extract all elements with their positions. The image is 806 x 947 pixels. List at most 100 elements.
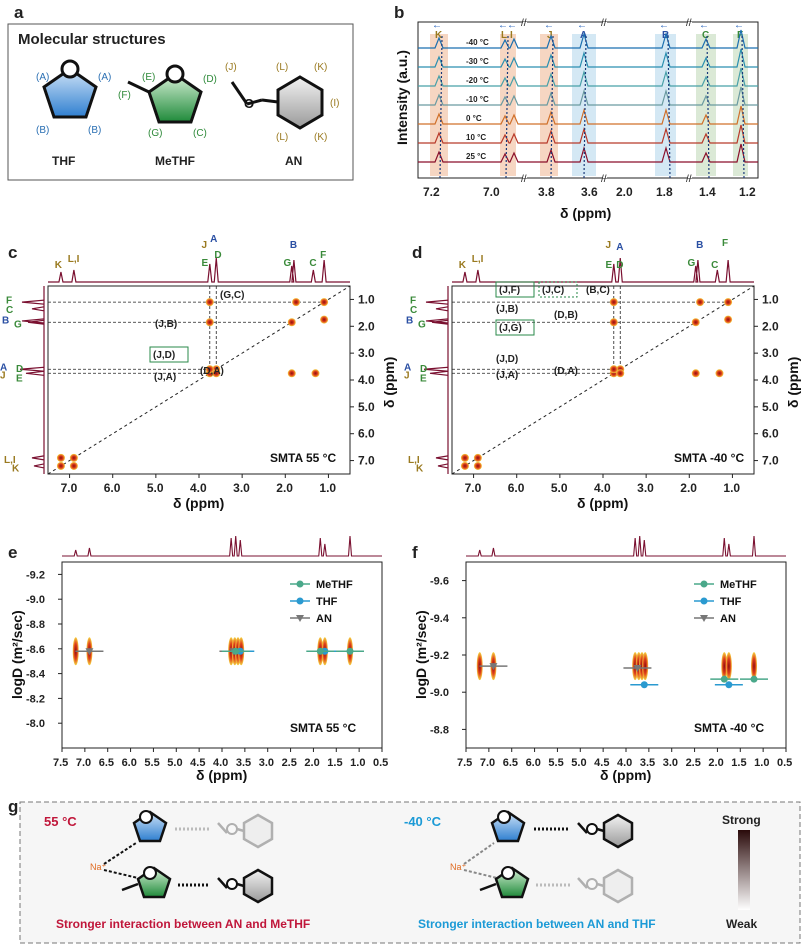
dosy-x-tick: 2.5 bbox=[686, 757, 701, 769]
cross-peak-spot bbox=[691, 318, 700, 327]
dosy-x-tick: 6.0 bbox=[526, 757, 541, 769]
dosy-x-tick: 1.0 bbox=[350, 757, 365, 769]
dosy-signal-blob bbox=[642, 652, 649, 681]
side-projection-trace bbox=[19, 286, 45, 474]
dosy-y-tick: -8.0 bbox=[26, 718, 45, 730]
top-label-LI: L,I bbox=[472, 254, 484, 265]
cross-peak-spot bbox=[715, 369, 724, 378]
cosy-x-tick: 5.0 bbox=[147, 481, 164, 495]
cosy-y-tick: 3.0 bbox=[358, 346, 375, 360]
panel-d-label: d bbox=[412, 243, 422, 262]
peak-label-K: K bbox=[435, 30, 443, 41]
cosy-y-tick: 3.0 bbox=[762, 346, 779, 360]
side-label-LI: L,I bbox=[4, 455, 16, 466]
peak-label-L: L bbox=[501, 30, 507, 41]
peak-label-I: I bbox=[510, 30, 513, 41]
thf-structure: (A) (A) (B) (B) THF bbox=[36, 59, 111, 168]
side-label-J: J bbox=[404, 371, 410, 382]
cross-peak-spot bbox=[205, 365, 214, 374]
spectrum-trace bbox=[418, 29, 758, 49]
top-projection-trace bbox=[452, 257, 754, 283]
dosy-x-tick: 0.5 bbox=[777, 757, 792, 769]
cross-peak-spot bbox=[320, 298, 329, 307]
legend-marker bbox=[700, 580, 708, 588]
dosy-55c-plot: MeTHF THF AN 7.5 7.0 6.5 6.0 5.5 5.0 4.5 4.0 3.5 3.0… bbox=[9, 535, 388, 783]
legend-marker bbox=[296, 615, 304, 622]
legend-label-methf: MeTHF bbox=[316, 579, 353, 591]
panel-b-x-tick: 7.2 bbox=[423, 185, 440, 199]
thf-site-a1: (A) bbox=[36, 72, 49, 83]
panel-e-label: e bbox=[8, 543, 17, 562]
side-label-D: D bbox=[16, 364, 23, 375]
dosy-x-tick: 3.0 bbox=[663, 757, 678, 769]
right-scheme: Na⁺ Stronger interaction between AN and … bbox=[418, 810, 656, 931]
cross-peak-spot bbox=[609, 365, 618, 374]
cosy-y-tick: 7.0 bbox=[358, 454, 375, 468]
dosy-y-tick: -8.2 bbox=[26, 693, 45, 705]
cosy-y-tick: 4.0 bbox=[762, 373, 779, 387]
legend-marker bbox=[700, 615, 708, 622]
legend-marker bbox=[296, 597, 304, 605]
dosy-x-tick: 6.5 bbox=[99, 757, 114, 769]
dosy-x-tick: 5.5 bbox=[144, 757, 159, 769]
right-an-icon bbox=[577, 813, 634, 849]
cosy-y-tick: 6.0 bbox=[358, 427, 375, 441]
methf-site-f: (F) bbox=[118, 90, 131, 101]
cross-peak-spot bbox=[460, 453, 469, 462]
left-temperature: 55 °C bbox=[44, 814, 77, 829]
dosy-y-tick: -9.2 bbox=[430, 650, 449, 662]
methf-site-d: (D) bbox=[203, 74, 217, 85]
legend-label-an: AN bbox=[316, 613, 332, 625]
shift-arrow-icon: ← bbox=[577, 20, 587, 31]
cosy-y-tick: 2.0 bbox=[762, 319, 779, 333]
top-projection-trace bbox=[48, 257, 350, 283]
cross-peak-spot bbox=[69, 453, 78, 462]
axis-break-mark: // bbox=[601, 18, 607, 29]
top-label-J: J bbox=[201, 240, 207, 251]
shift-arrow-icon: ← bbox=[544, 20, 554, 31]
side-label-D: D bbox=[420, 364, 427, 375]
cross-peak-label: (D,A) bbox=[554, 366, 578, 377]
panel-b-x-tick: 1.2 bbox=[739, 185, 756, 199]
panel-b: b Intensity (a.u.) ////////////K←L←I←J←A… bbox=[394, 3, 759, 221]
cross-peak-label: (J,A) bbox=[496, 370, 518, 381]
dosy-x-tick: 6.0 bbox=[122, 757, 137, 769]
cross-peak-spot bbox=[205, 318, 214, 327]
spectrum-trace bbox=[418, 48, 758, 68]
panel-c-label: c bbox=[8, 243, 17, 262]
methf-structure: (E) (D) (F) (G) (C) MeTHF bbox=[118, 64, 217, 168]
interaction-strength-scale bbox=[738, 830, 750, 910]
cross-peak-label: (B,C) bbox=[586, 285, 610, 296]
cosy-caption: SMTA 55 °C bbox=[270, 451, 336, 465]
an-site-k1: (K) bbox=[314, 62, 327, 73]
dosy-marker-thf bbox=[640, 681, 648, 689]
dosy-x-tick: 1.5 bbox=[327, 757, 342, 769]
dosy-x-tick: 2.5 bbox=[282, 757, 297, 769]
peak-label-J: J bbox=[547, 30, 553, 41]
top-label-B: B bbox=[696, 240, 703, 251]
axis-break-mark: // bbox=[686, 18, 692, 29]
dosy-x-tick: 5.0 bbox=[571, 757, 586, 769]
cross-peak-spot bbox=[287, 369, 296, 378]
panel-b-frame bbox=[417, 21, 759, 179]
highlight-box bbox=[495, 281, 535, 298]
panel-g: g 55 °C -40 °C Na⁺ bbox=[8, 797, 801, 944]
cross-peak-spot bbox=[473, 461, 482, 470]
thf-oxygen-icon bbox=[60, 59, 80, 79]
dosy-marker-an bbox=[85, 648, 94, 656]
peak-band bbox=[430, 34, 448, 176]
thf-site-b1: (B) bbox=[36, 125, 49, 136]
cross-peak-label: (J,D) bbox=[496, 354, 518, 365]
top-label-C: C bbox=[309, 258, 316, 269]
an-site-j: (J) bbox=[225, 62, 237, 73]
methf-site-e: (E) bbox=[142, 72, 155, 83]
panel-e: e MeTHF THF AN 7.5 7.0 6.5 6.0 5.5 5.0 4.5 4.0 3.5 3… bbox=[8, 535, 388, 783]
highlight-box bbox=[538, 281, 578, 298]
dosy-marker-an bbox=[489, 663, 498, 671]
shift-arrow-icon: ← bbox=[734, 20, 744, 31]
top-label-D: D bbox=[214, 250, 221, 261]
cosy-x-tick: 2.0 bbox=[276, 481, 293, 495]
side-label-J: J bbox=[0, 371, 6, 382]
panel-b-x-tick: 2.0 bbox=[616, 185, 633, 199]
